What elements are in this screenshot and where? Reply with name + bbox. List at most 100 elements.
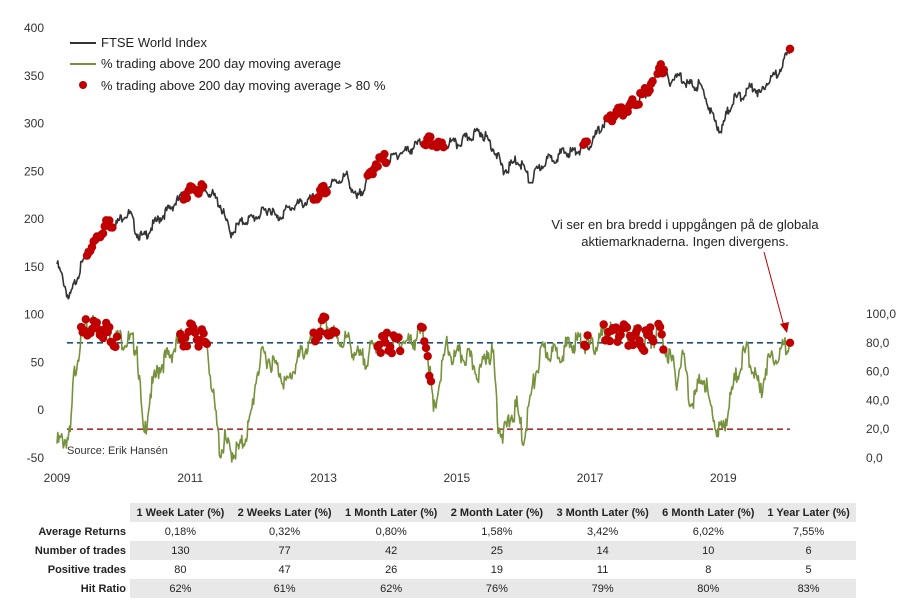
- left-axis: -50 0 50 100 150 200 250 300 350 400: [24, 21, 44, 465]
- highlight-marker: [322, 187, 331, 197]
- highlight-marker: [199, 329, 208, 338]
- highlight-marker: [112, 332, 122, 341]
- highlight-marker: [182, 193, 192, 203]
- stats-table: 1 Week Later (%) 2 Weeks Later (%) 1 Mon…: [30, 503, 856, 598]
- highlight-marker: [611, 323, 621, 332]
- table-cell: 19: [490, 563, 504, 576]
- highlight-marker: [646, 323, 655, 332]
- highlight-marker: [105, 216, 114, 225]
- table-header: 1 Year Later (%): [761, 503, 856, 522]
- highlight-marker: [380, 149, 389, 159]
- highlight-marker: [657, 330, 666, 339]
- highlight-marker: [659, 345, 668, 354]
- highlight-marker: [105, 323, 114, 332]
- highlight-marker: [640, 346, 649, 355]
- table-cell: 25: [444, 541, 550, 560]
- highlight-marker: [418, 323, 427, 332]
- y-left-tick-label: 250: [24, 164, 44, 178]
- row-label: Number of trades: [30, 541, 130, 560]
- y-right-tick-label: 20,0: [866, 422, 890, 436]
- annotation-line-2: aktiemarknaderna. Ingen divergens.: [581, 234, 788, 249]
- x-tick-label: 2013: [310, 471, 337, 485]
- annotation-arrow: [763, 251, 786, 331]
- highlight-marker: [111, 342, 120, 352]
- y-left-tick-label: 50: [31, 355, 45, 369]
- table-cell: 62%: [130, 579, 231, 598]
- highlight-marker: [382, 328, 392, 337]
- highlight-marker: [373, 162, 382, 171]
- table-cell: 5: [805, 563, 812, 576]
- table-header: 6 Month Later (%): [655, 503, 762, 522]
- table-cell: 42: [338, 541, 445, 560]
- highlight-marker: [191, 328, 200, 338]
- table-cell: 130: [130, 541, 231, 560]
- table-cell: 80: [174, 563, 187, 576]
- annotation: Vi ser en bra bredd i uppgången på de gl…: [551, 217, 819, 333]
- highlight-marker: [194, 342, 203, 351]
- highlight-marker: [108, 223, 117, 232]
- y-left-tick-label: 400: [24, 21, 44, 35]
- highlight-marker: [423, 352, 432, 361]
- highlight-marker: [426, 377, 436, 386]
- y-left-tick-label: 350: [24, 69, 44, 83]
- highlight-marker: [314, 192, 323, 202]
- highlight-marker: [376, 348, 385, 357]
- highlight-marker: [182, 342, 192, 351]
- x-tick-label: 2017: [577, 471, 604, 485]
- highlight-marker: [629, 340, 638, 350]
- legend-label-breadth-high: % trading above 200 day moving average >…: [101, 78, 386, 93]
- table-cell: 0,18%: [164, 525, 196, 538]
- y-left-tick-label: 100: [24, 308, 44, 322]
- table-header: 1 Week Later (%): [130, 503, 231, 522]
- highlight-marker: [439, 143, 448, 152]
- x-tick-label: 2009: [44, 471, 71, 485]
- highlight-marker: [396, 346, 405, 356]
- highlight-marker: [599, 320, 608, 329]
- highlight-marker: [331, 328, 341, 337]
- highlight-marker: [92, 318, 102, 327]
- highlight-marker: [202, 339, 212, 349]
- highlight-marker: [421, 141, 430, 150]
- y-right-tick-label: 40,0: [866, 393, 890, 407]
- highlight-marker: [98, 333, 108, 343]
- right-axis: 0,0 20,0 40,0 60,0 80,0 100,0: [866, 307, 896, 465]
- marker-layer: [76, 44, 795, 386]
- y-right-tick-label: 0,0: [866, 451, 883, 465]
- table-cell: 3,42%: [587, 525, 619, 538]
- x-tick-label: 2011: [177, 471, 203, 485]
- legend: FTSE World Index % trading above 200 day…: [70, 35, 386, 93]
- table-cell: 61%: [230, 579, 339, 598]
- table-cell: 83%: [761, 579, 856, 598]
- table-cell: 11: [596, 563, 609, 576]
- row-label: Positive trades: [30, 560, 130, 579]
- table-cell: 7,55%: [792, 525, 825, 538]
- highlight-marker: [98, 229, 108, 238]
- highlight-marker: [381, 158, 391, 168]
- table-cell: 62%: [338, 579, 445, 598]
- y-right-tick-label: 80,0: [866, 336, 890, 350]
- highlight-marker: [199, 182, 208, 191]
- highlight-marker: [81, 315, 91, 324]
- highlight-marker: [421, 343, 431, 353]
- highlight-marker: [426, 132, 435, 142]
- highlight-marker: [785, 44, 795, 54]
- series-layer: [56, 47, 791, 463]
- y-left-tick-label: 150: [24, 260, 44, 274]
- legend-label-breadth: % trading above 200 day moving average: [101, 56, 341, 71]
- table-header: 1 Month Later (%): [338, 503, 445, 522]
- table-cell: 76%: [444, 579, 550, 598]
- highlight-marker: [634, 100, 643, 109]
- row-label: Hit Ratio: [30, 579, 130, 598]
- chart: -50 0 50 100 150 200 250 300 350 400 0,0 20,0 40,0 6…: [24, 21, 896, 485]
- table-cell: 6,02%: [692, 525, 724, 538]
- x-axis: 2009 2011 2013 2015 2017 2019: [44, 471, 737, 485]
- source-note: Source: Erik Hansén: [67, 445, 168, 457]
- highlight-marker: [387, 348, 396, 358]
- y-right-tick-label: 100,0: [866, 307, 896, 321]
- highlight-marker: [633, 324, 643, 333]
- x-tick-label: 2015: [443, 471, 470, 485]
- table-row: Positive trades 80 47 26 19 11 8 5: [30, 560, 856, 579]
- y-left-tick-label: 0: [37, 403, 44, 417]
- highlight-marker: [655, 322, 665, 332]
- highlight-marker: [583, 331, 592, 340]
